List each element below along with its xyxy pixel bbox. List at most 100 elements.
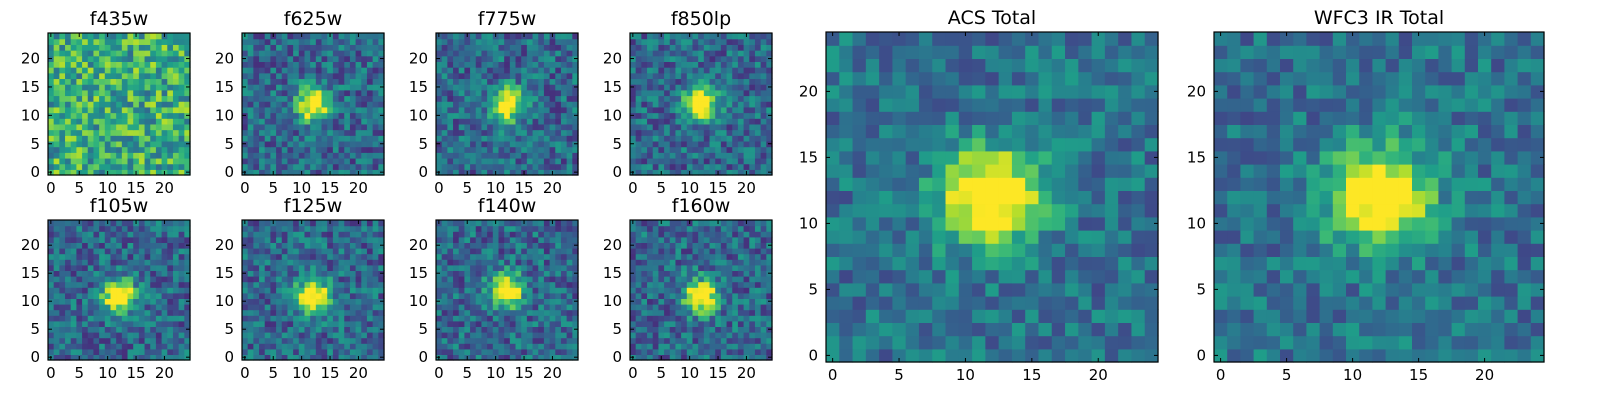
heatmap-cell: [504, 270, 511, 277]
heatmap-cell: [310, 95, 317, 102]
heatmap-cell: [178, 332, 185, 339]
heatmap-cell: [116, 95, 123, 102]
heatmap-cell: [247, 44, 254, 51]
heatmap-cell: [515, 270, 522, 277]
heatmap-cell: [720, 348, 728, 355]
heatmap-cell: [555, 242, 562, 249]
heatmap-cell: [698, 106, 705, 114]
heatmap-cell: [104, 242, 112, 249]
heatmap-cell: [355, 84, 362, 91]
heatmap-cell: [48, 146, 55, 153]
heatmap-cell: [652, 276, 659, 283]
heatmap-cell: [338, 163, 345, 170]
heatmap-cell: [184, 72, 191, 80]
heatmap-cell: [315, 106, 323, 114]
heatmap-cell: [99, 264, 106, 271]
heatmap-cell: [487, 129, 494, 136]
heatmap-cell: [538, 264, 545, 271]
x-tick-label: 10: [98, 179, 117, 197]
heatmap-cell: [53, 264, 60, 271]
heatmap-cell: [321, 140, 328, 148]
heatmap-cell: [332, 61, 340, 68]
heatmap-cell: [321, 270, 328, 277]
heatmap-cell: [121, 163, 129, 170]
heatmap-cell: [749, 55, 756, 62]
heatmap-cell: [566, 89, 573, 97]
heatmap-cell: [709, 55, 716, 62]
heatmap-cell: [104, 276, 112, 283]
heatmap-cell: [366, 236, 374, 243]
heatmap-cell: [754, 315, 762, 322]
heatmap-cell: [560, 270, 568, 277]
heatmap-cell: [509, 287, 517, 294]
heatmap-cell: [315, 309, 323, 316]
heatmap-cell: [167, 72, 174, 80]
heatmap-cell: [327, 157, 334, 165]
heatmap-cell: [681, 163, 688, 170]
heatmap-cell: [281, 118, 289, 125]
heatmap-cell: [338, 326, 345, 333]
heatmap-cell: [332, 304, 340, 311]
heatmap-cell: [447, 332, 454, 339]
heatmap-cell: [293, 140, 300, 148]
heatmap-cell: [293, 309, 300, 316]
heatmap-cell: [453, 309, 460, 316]
heatmap-cell: [253, 337, 260, 344]
heatmap-cell: [116, 337, 123, 344]
heatmap-cell: [253, 309, 260, 316]
heatmap-cell: [686, 343, 694, 350]
heatmap-cell: [641, 118, 648, 125]
heatmap-cell: [743, 106, 750, 114]
heatmap-cell: [498, 169, 505, 176]
panel-title: f850lp: [671, 8, 731, 30]
heatmap-cell: [327, 61, 334, 68]
heatmap-cell: [161, 253, 168, 260]
heatmap-cell: [538, 309, 545, 316]
heatmap-cell: [464, 304, 471, 311]
heatmap-cell: [355, 61, 362, 68]
heatmap-cell: [349, 337, 357, 344]
heatmap-cell: [572, 253, 579, 260]
heatmap-cell: [155, 157, 163, 165]
heatmap-cell: [698, 298, 705, 305]
heatmap-cell: [110, 157, 117, 165]
heatmap-cell: [647, 118, 654, 125]
heatmap-cell: [504, 38, 511, 45]
heatmap-cell: [441, 89, 448, 97]
heatmap-cell: [441, 270, 448, 277]
heatmap-cell: [720, 326, 728, 333]
heatmap-cell: [116, 276, 123, 283]
heatmap-cell: [720, 33, 728, 40]
heatmap-cell: [470, 270, 477, 277]
heatmap-cell: [481, 72, 488, 80]
heatmap-cell: [53, 55, 60, 62]
heatmap-cell: [310, 315, 317, 322]
heatmap-cell: [681, 315, 688, 322]
heatmap-cell: [458, 337, 465, 344]
heatmap-cell: [635, 320, 642, 327]
heatmap-cell: [492, 89, 500, 97]
heatmap-cell: [110, 298, 117, 305]
heatmap-cell: [692, 95, 699, 102]
heatmap-cell: [167, 123, 174, 131]
heatmap-cell: [715, 106, 722, 114]
heatmap-cell: [436, 343, 443, 350]
heatmap-cell: [509, 236, 517, 243]
heatmap-cell: [150, 140, 157, 148]
heatmap-cell: [464, 84, 471, 91]
heatmap-cell: [167, 163, 174, 170]
heatmap-cell: [287, 123, 294, 131]
heatmap-cell: [127, 123, 134, 131]
heatmap-cell: [749, 123, 756, 131]
heatmap-cell: [59, 309, 66, 316]
heatmap-cell: [332, 337, 340, 344]
heatmap-cell: [178, 163, 185, 170]
heatmap-cell: [372, 354, 379, 361]
heatmap-cell: [669, 106, 677, 114]
heatmap-cell: [70, 292, 77, 299]
heatmap-cell: [59, 140, 66, 148]
heatmap-cell: [276, 112, 283, 119]
heatmap-cell: [70, 140, 77, 148]
